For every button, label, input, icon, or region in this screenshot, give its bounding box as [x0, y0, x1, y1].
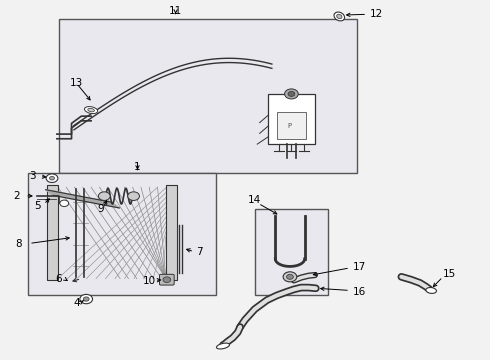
Text: 11: 11: [169, 6, 182, 16]
Text: P: P: [287, 123, 291, 129]
Text: 12: 12: [369, 9, 383, 19]
Ellipse shape: [426, 288, 437, 293]
Circle shape: [287, 274, 294, 279]
Bar: [47, 185, 58, 280]
Circle shape: [163, 277, 171, 283]
Ellipse shape: [84, 107, 98, 113]
Text: 1: 1: [134, 162, 141, 172]
Text: 10: 10: [143, 276, 155, 286]
Text: 7: 7: [196, 247, 203, 257]
Ellipse shape: [60, 200, 69, 207]
Text: 15: 15: [443, 269, 456, 279]
Circle shape: [288, 91, 295, 96]
Text: 9: 9: [97, 204, 103, 215]
Text: 5: 5: [34, 201, 41, 211]
Text: 2: 2: [13, 191, 20, 201]
Bar: [59, 19, 357, 173]
Ellipse shape: [337, 14, 342, 19]
Circle shape: [128, 192, 140, 201]
Circle shape: [83, 297, 89, 301]
Text: 13: 13: [70, 78, 83, 88]
Ellipse shape: [88, 108, 95, 112]
Text: 6: 6: [55, 274, 62, 284]
Circle shape: [46, 174, 58, 183]
Circle shape: [283, 272, 297, 282]
Ellipse shape: [334, 12, 344, 21]
Ellipse shape: [217, 343, 229, 349]
Text: 14: 14: [247, 195, 261, 205]
Circle shape: [80, 294, 93, 304]
Circle shape: [49, 176, 54, 180]
Text: 16: 16: [352, 287, 366, 297]
Polygon shape: [46, 190, 120, 208]
FancyBboxPatch shape: [159, 274, 174, 285]
Bar: [255, 209, 328, 295]
Bar: [277, 112, 306, 139]
Bar: [27, 173, 216, 295]
Bar: [268, 94, 315, 144]
Circle shape: [285, 89, 298, 99]
Text: 8: 8: [15, 239, 22, 249]
Text: 17: 17: [352, 262, 366, 272]
Circle shape: [98, 192, 110, 201]
Text: 4: 4: [73, 298, 80, 308]
Text: 3: 3: [29, 171, 36, 181]
Bar: [166, 185, 176, 280]
